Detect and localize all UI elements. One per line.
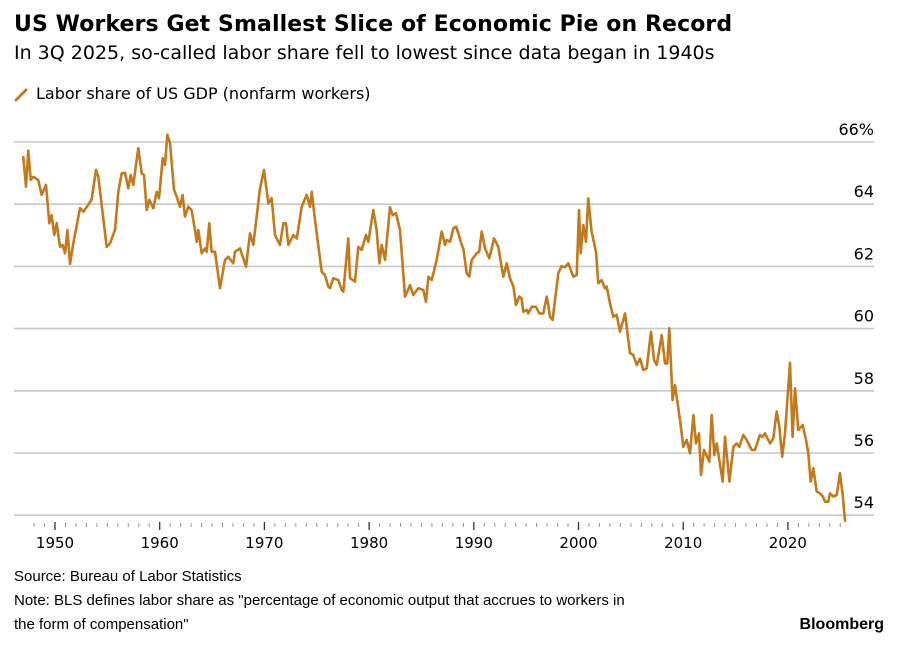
legend-label: Labor share of US GDP (nonfarm workers) [36, 84, 371, 103]
chart-title: US Workers Get Smallest Slice of Economi… [14, 12, 733, 37]
x-axis: 1950 1960 1970 1980 1990 2000 2010 2020 [33, 522, 841, 552]
x-tick-label: 2010 [664, 534, 702, 552]
y-tick-label: 60 [854, 307, 874, 326]
bloomberg-logo: Bloomberg [799, 616, 884, 633]
y-tick-label: 66% [838, 120, 874, 139]
y-tick-label: 62 [854, 244, 874, 263]
y-axis-labels: 66% 64 62 60 58 56 54 [838, 120, 874, 512]
gridlines [14, 141, 874, 517]
x-tick-label: 1970 [245, 534, 283, 552]
legend: Labor share of US GDP (nonfarm workers) [14, 84, 371, 103]
chart-subtitle: In 3Q 2025, so-called labor share fell t… [14, 42, 715, 64]
series-line-labor-share [22, 133, 847, 523]
y-tick-label: 54 [854, 493, 874, 512]
y-tick-label: 56 [854, 431, 874, 450]
x-tick-label: 1990 [455, 534, 493, 552]
legend-line-swatch-icon [14, 87, 28, 101]
x-tick-label: 1960 [141, 534, 179, 552]
y-tick-label: 58 [854, 369, 874, 388]
note-line-1: Note: BLS defines labor share as "percen… [14, 592, 625, 609]
x-tick-label: 1980 [350, 534, 388, 552]
y-tick-label: 64 [854, 182, 874, 201]
x-tick-label: 2000 [559, 534, 597, 552]
x-tick-label: 1950 [36, 534, 74, 552]
note-line-2: the form of compensation" [14, 616, 189, 633]
source-note: Source: Bureau of Labor Statistics [14, 568, 242, 585]
x-tick-label: 2020 [769, 534, 807, 552]
